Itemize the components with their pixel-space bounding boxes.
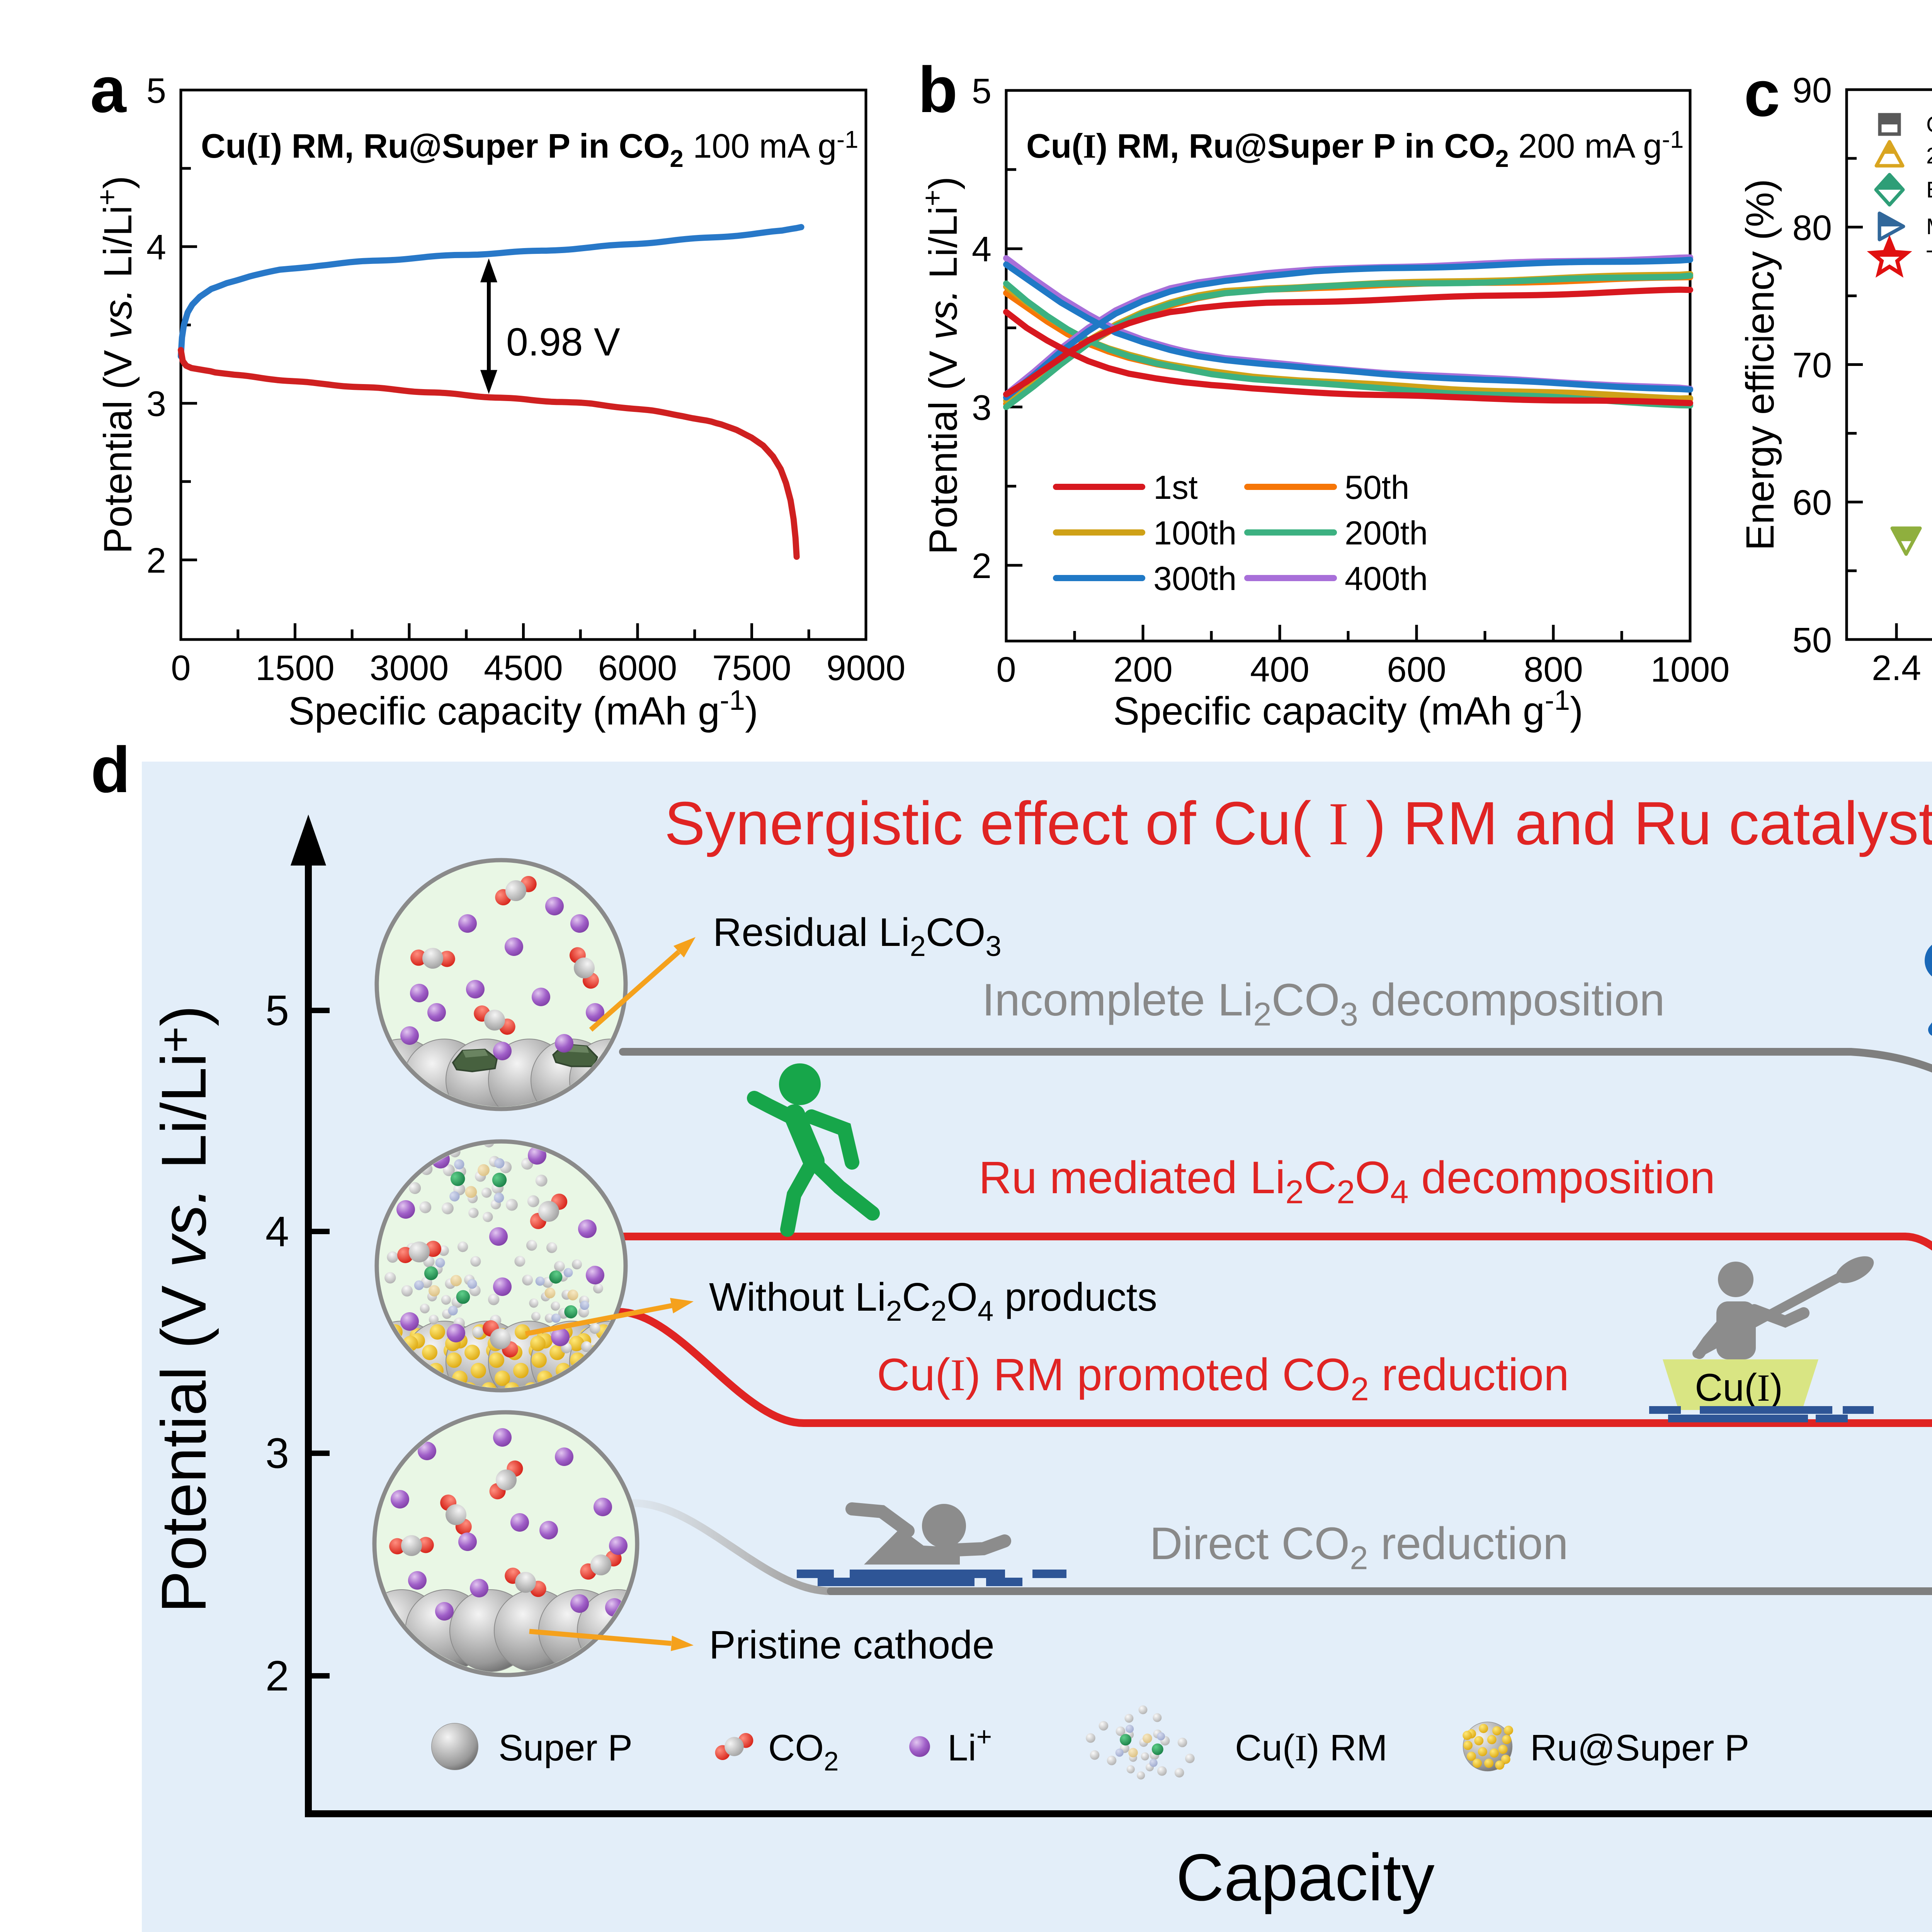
svg-text:d: d — [91, 733, 131, 806]
svg-text:Cu(I) RM, Ru@Super P in CO2​ 2: Cu(I) RM, Ru@Super P in CO2​ 200 mA g-1 — [1026, 126, 1684, 172]
svg-text:300th: 300th — [1153, 560, 1236, 597]
svg-text:1st: 1st — [1153, 469, 1198, 506]
svg-text:4: 4 — [972, 230, 992, 269]
svg-text:b: b — [918, 53, 958, 126]
svg-text:60: 60 — [1793, 483, 1832, 522]
svg-text:Pristine cathode: Pristine cathode — [709, 1622, 995, 1667]
svg-text:9000: 9000 — [827, 648, 906, 688]
svg-text:600: 600 — [1387, 650, 1446, 689]
svg-text:70: 70 — [1793, 346, 1832, 385]
svg-text:Potential (V vs. Li/Li+​): Potential (V vs. Li/Li+​) — [91, 176, 140, 554]
svg-text:400: 400 — [1250, 650, 1310, 689]
svg-text:2: 2 — [265, 1652, 289, 1700]
svg-text:0: 0 — [996, 650, 1016, 689]
svg-text:Specific capacity (mAh g-1​): Specific capacity (mAh g-1​) — [1113, 684, 1583, 733]
svg-text:5: 5 — [972, 71, 992, 111]
svg-text:3000: 3000 — [370, 648, 449, 688]
svg-text:4500: 4500 — [484, 648, 563, 688]
svg-text:200th: 200th — [1345, 515, 1428, 552]
svg-text:Bi-CoPc-GPE (ref.51): Bi-CoPc-GPE (ref.51) — [1926, 177, 1932, 202]
svg-text:Residual Li2​CO3​: Residual Li2​CO3​ — [713, 910, 1002, 962]
svg-text:90: 90 — [1793, 71, 1832, 110]
svg-text:7500: 7500 — [712, 648, 791, 688]
svg-text:1500: 1500 — [255, 648, 335, 688]
svg-text:5: 5 — [265, 987, 289, 1034]
svg-text:Ru@Super P: Ru@Super P — [1530, 1727, 1749, 1769]
svg-text:0: 0 — [171, 648, 190, 688]
svg-text:Energy efficiency (%): Energy efficiency (%) — [1738, 179, 1782, 551]
svg-text:800: 800 — [1524, 650, 1583, 689]
svg-text:4: 4 — [146, 228, 166, 267]
svg-text:2.4: 2.4 — [1872, 648, 1921, 688]
svg-text:Super P: Super P — [498, 1727, 633, 1769]
svg-text:3: 3 — [972, 388, 992, 427]
svg-text:Capacity: Capacity — [1176, 1840, 1434, 1915]
svg-text:Synergistic effect of Cu( I ): Synergistic effect of Cu( I ) RM and Ru … — [665, 789, 1932, 858]
svg-text:5: 5 — [146, 71, 166, 111]
svg-text:Incomplete Li2​CO3​ decomposit: Incomplete Li2​CO3​ decomposition — [982, 975, 1665, 1033]
svg-text:0.98 V: 0.98 V — [506, 320, 620, 364]
svg-text:4: 4 — [265, 1208, 289, 1255]
svg-text:2: 2 — [146, 541, 166, 580]
svg-text:2: 2 — [972, 546, 992, 586]
svg-text:2D Graphdiyne (ref.49): 2D Graphdiyne (ref.49) — [1926, 143, 1932, 168]
svg-text:1000: 1000 — [1651, 650, 1730, 689]
svg-text:Cu(I) RM, Ru@Super P in CO2​ 1: Cu(I) RM, Ru@Super P in CO2​ 100 mA g-1 — [201, 126, 858, 172]
svg-text:a: a — [90, 53, 127, 126]
svg-text:80: 80 — [1793, 208, 1832, 248]
svg-text:3: 3 — [146, 384, 166, 424]
svg-text:Potential (V vs. Li/Li+​): Potential (V vs. Li/Li+​) — [148, 1005, 219, 1613]
svg-text:Cu(I) RM promoted CO2​ reducti: Cu(I) RM promoted CO2​ reduction — [877, 1349, 1569, 1408]
svg-text:100th: 100th — [1153, 515, 1236, 552]
svg-text:3: 3 — [265, 1430, 289, 1477]
svg-text:Potential (V vs. Li/Li+​): Potential (V vs. Li/Li+​) — [917, 177, 965, 554]
svg-text:50th: 50th — [1345, 469, 1409, 506]
svg-text:Cu(I) RM: Cu(I) RM — [1235, 1727, 1388, 1769]
svg-text:MnOx-CeO2@PPy (ref.53): MnOx-CeO2@PPy (ref.53) — [1926, 214, 1932, 243]
svg-text:400th: 400th — [1345, 560, 1428, 597]
svg-text:200: 200 — [1113, 650, 1173, 689]
svg-text:6000: 6000 — [598, 648, 677, 688]
svg-text:This work: This work — [1926, 246, 1932, 271]
svg-text:Graphene (ref.22): Graphene (ref.22) — [1926, 112, 1932, 137]
svg-text:Cu(I): Cu(I) — [1695, 1366, 1783, 1409]
svg-text:50: 50 — [1793, 621, 1832, 660]
svg-text:c: c — [1744, 57, 1780, 130]
svg-text:Specific capacity (mAh g-1​): Specific capacity (mAh g-1​) — [288, 684, 758, 733]
